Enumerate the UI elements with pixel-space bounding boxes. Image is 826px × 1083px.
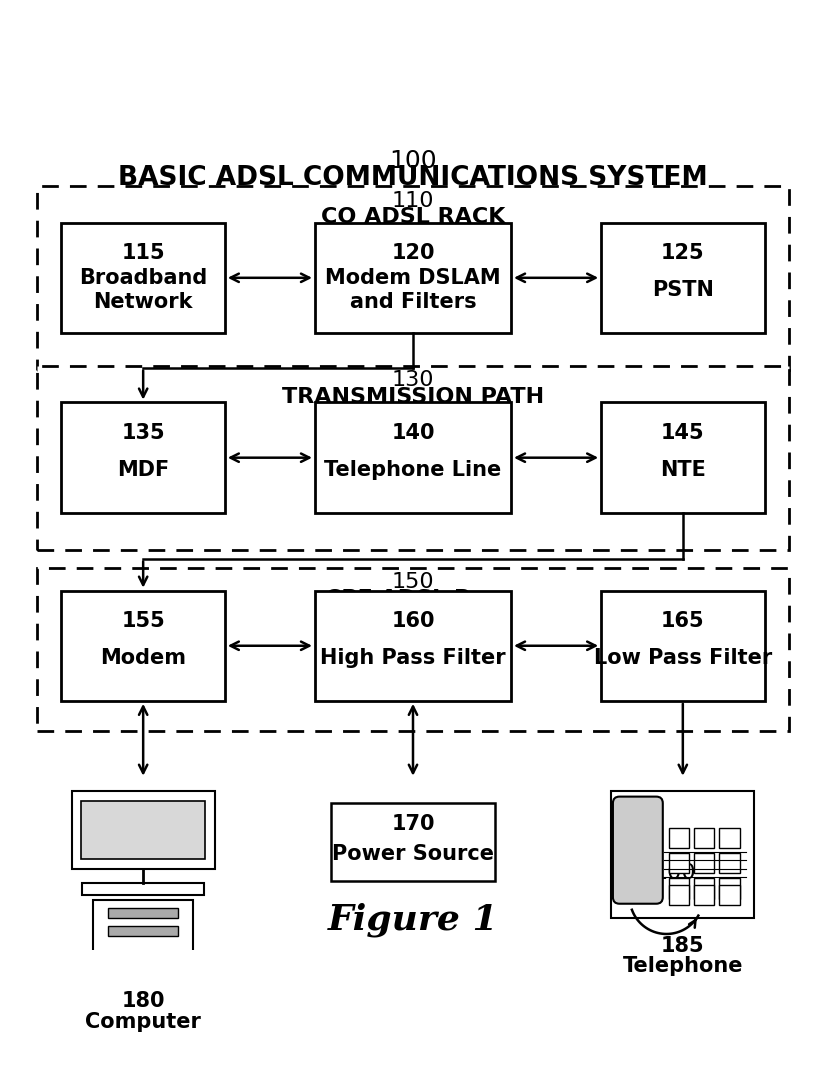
Bar bbox=[601, 403, 765, 513]
Text: 170: 170 bbox=[392, 814, 434, 834]
Bar bbox=[93, 900, 193, 974]
Bar bbox=[315, 223, 511, 332]
Bar bbox=[61, 223, 225, 332]
Bar bbox=[719, 885, 739, 905]
FancyBboxPatch shape bbox=[613, 797, 662, 903]
Bar bbox=[72, 791, 215, 869]
Circle shape bbox=[102, 954, 115, 967]
Bar bbox=[668, 827, 689, 848]
Text: 155: 155 bbox=[121, 611, 165, 631]
Text: High Pass Filter: High Pass Filter bbox=[320, 648, 506, 668]
Bar bbox=[331, 804, 495, 880]
Text: PSTN: PSTN bbox=[652, 280, 714, 300]
Bar bbox=[694, 827, 714, 848]
Text: MDF: MDF bbox=[117, 460, 169, 480]
Text: BASIC ADSL COMMUNICATIONS SYSTEM: BASIC ADSL COMMUNICATIONS SYSTEM bbox=[118, 165, 708, 191]
Text: 125: 125 bbox=[661, 244, 705, 263]
Text: NTE: NTE bbox=[660, 460, 705, 480]
Text: Modem DSLAM
and Filters: Modem DSLAM and Filters bbox=[325, 269, 501, 312]
Text: Telephone: Telephone bbox=[623, 956, 743, 976]
Text: Low Pass Filter: Low Pass Filter bbox=[594, 648, 772, 668]
Bar bbox=[694, 878, 714, 899]
Text: Computer: Computer bbox=[85, 1012, 201, 1032]
Bar bbox=[719, 827, 739, 848]
Text: 110: 110 bbox=[392, 191, 434, 210]
Bar bbox=[668, 853, 689, 874]
Text: CPE ADSL Box: CPE ADSL Box bbox=[325, 589, 501, 609]
Text: 100: 100 bbox=[653, 863, 696, 883]
Bar bbox=[601, 223, 765, 332]
Bar bbox=[694, 853, 714, 874]
Text: 180: 180 bbox=[121, 991, 165, 1012]
Text: CO ADSL RACK: CO ADSL RACK bbox=[320, 207, 506, 226]
Bar bbox=[108, 908, 178, 917]
Text: 115: 115 bbox=[121, 244, 165, 263]
Bar bbox=[83, 884, 204, 895]
Bar bbox=[37, 186, 789, 369]
Bar bbox=[61, 590, 225, 701]
Text: 160: 160 bbox=[392, 611, 434, 631]
Text: 145: 145 bbox=[661, 423, 705, 443]
Bar bbox=[694, 885, 714, 905]
Text: 100: 100 bbox=[389, 149, 437, 173]
Bar bbox=[601, 590, 765, 701]
Text: 150: 150 bbox=[392, 573, 434, 592]
Text: Power Source: Power Source bbox=[332, 845, 494, 864]
Bar bbox=[719, 853, 739, 874]
Bar bbox=[37, 567, 789, 731]
Text: 135: 135 bbox=[121, 423, 165, 443]
Bar bbox=[315, 590, 511, 701]
Text: TRANSMISSION PATH: TRANSMISSION PATH bbox=[282, 387, 544, 407]
Bar bbox=[82, 800, 205, 859]
Bar bbox=[61, 403, 225, 513]
Text: 185: 185 bbox=[661, 936, 705, 955]
Text: Figure 1: Figure 1 bbox=[328, 902, 498, 937]
Text: 130: 130 bbox=[392, 370, 434, 390]
Text: 165: 165 bbox=[661, 611, 705, 631]
Bar bbox=[719, 878, 739, 899]
Bar bbox=[668, 885, 689, 905]
Text: 120: 120 bbox=[392, 244, 434, 263]
Text: Broadband
Network: Broadband Network bbox=[79, 269, 207, 312]
Text: Telephone Line: Telephone Line bbox=[325, 460, 501, 480]
Bar bbox=[315, 403, 511, 513]
Bar bbox=[108, 926, 178, 936]
Text: 140: 140 bbox=[392, 423, 434, 443]
Bar bbox=[37, 366, 789, 550]
Bar bbox=[611, 791, 754, 917]
Text: Modem: Modem bbox=[100, 648, 186, 668]
Bar bbox=[668, 878, 689, 899]
